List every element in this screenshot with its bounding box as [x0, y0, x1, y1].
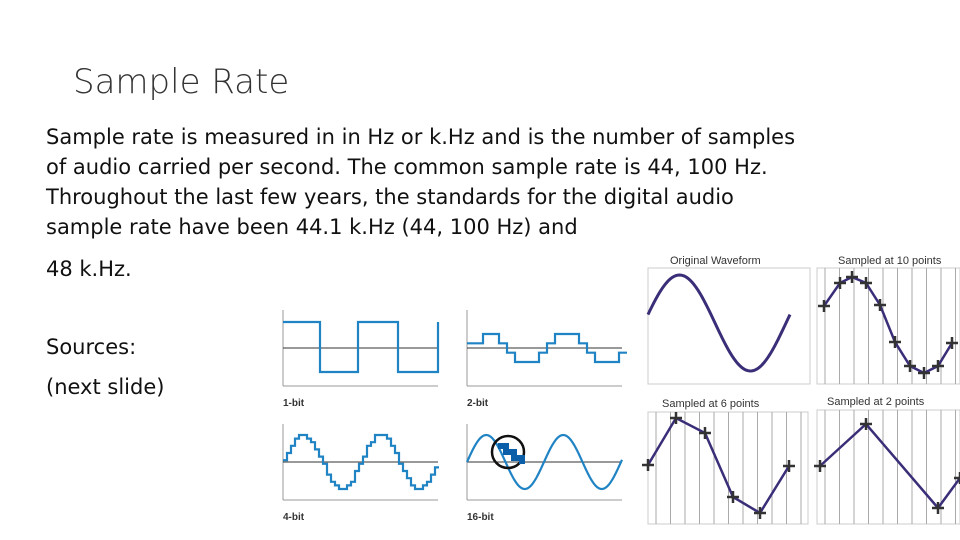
body-line: sample rate have been 44.1 k.Hz (44, 100…	[46, 215, 578, 239]
sampled-wave	[819, 422, 960, 511]
sample-marker	[754, 507, 766, 519]
waveform	[465, 433, 624, 491]
figure-label: Original Waveform	[670, 255, 761, 267]
sample-marker	[932, 502, 944, 514]
sample-marker	[932, 360, 944, 372]
sample-marker	[814, 460, 826, 472]
figure-label: 16-bit	[467, 512, 494, 523]
waveform	[646, 273, 792, 373]
sources-line: Sources:	[46, 335, 136, 359]
sample-marker	[783, 460, 795, 472]
sample-marker	[834, 277, 846, 289]
sampling-figure: Original Waveform Sampled at 10 points S…	[662, 255, 942, 410]
sample-marker	[889, 336, 901, 348]
body-line: Sample rate is measured in in Hz or k.Hz…	[46, 125, 795, 149]
waveform	[467, 332, 627, 364]
body-line: of audio carried per second. The common …	[46, 155, 768, 179]
waveform	[283, 320, 440, 374]
figure-label: 1-bit	[283, 398, 305, 409]
sample-marker	[727, 491, 739, 503]
sample-marker	[874, 299, 886, 311]
sample-marker	[642, 459, 654, 471]
sample-marker	[846, 271, 858, 283]
slide-title: Sample Rate	[73, 62, 289, 102]
sample-marker	[954, 472, 960, 484]
figure-label: Sampled at 6 points	[662, 398, 760, 410]
figure-label: Sampled at 2 points	[827, 396, 925, 408]
sample-marker	[946, 337, 958, 349]
sample-marker	[860, 418, 872, 430]
body-line: 48 k.Hz.	[46, 257, 132, 281]
sample-marker	[699, 427, 711, 439]
sample-marker	[818, 300, 830, 312]
sample-marker	[670, 412, 682, 424]
sampled-wave	[646, 416, 791, 515]
figure-label: 4-bit	[283, 512, 305, 523]
sample-marker	[918, 367, 930, 379]
sample-marker	[904, 360, 916, 372]
figure-label: 2-bit	[467, 398, 489, 409]
sources-line: (next slide)	[46, 375, 164, 399]
sample-marker	[860, 277, 872, 289]
zoom-steps	[498, 443, 525, 464]
figure-label: Sampled at 10 points	[838, 255, 942, 267]
sampled-wave	[822, 275, 954, 375]
highlight	[490, 434, 526, 470]
bit-depth-figure: 1-bit 2-bit 4-bit 16-bit	[283, 398, 494, 523]
waveform	[283, 433, 439, 491]
body-line: Throughout the last few years, the stand…	[45, 185, 734, 209]
